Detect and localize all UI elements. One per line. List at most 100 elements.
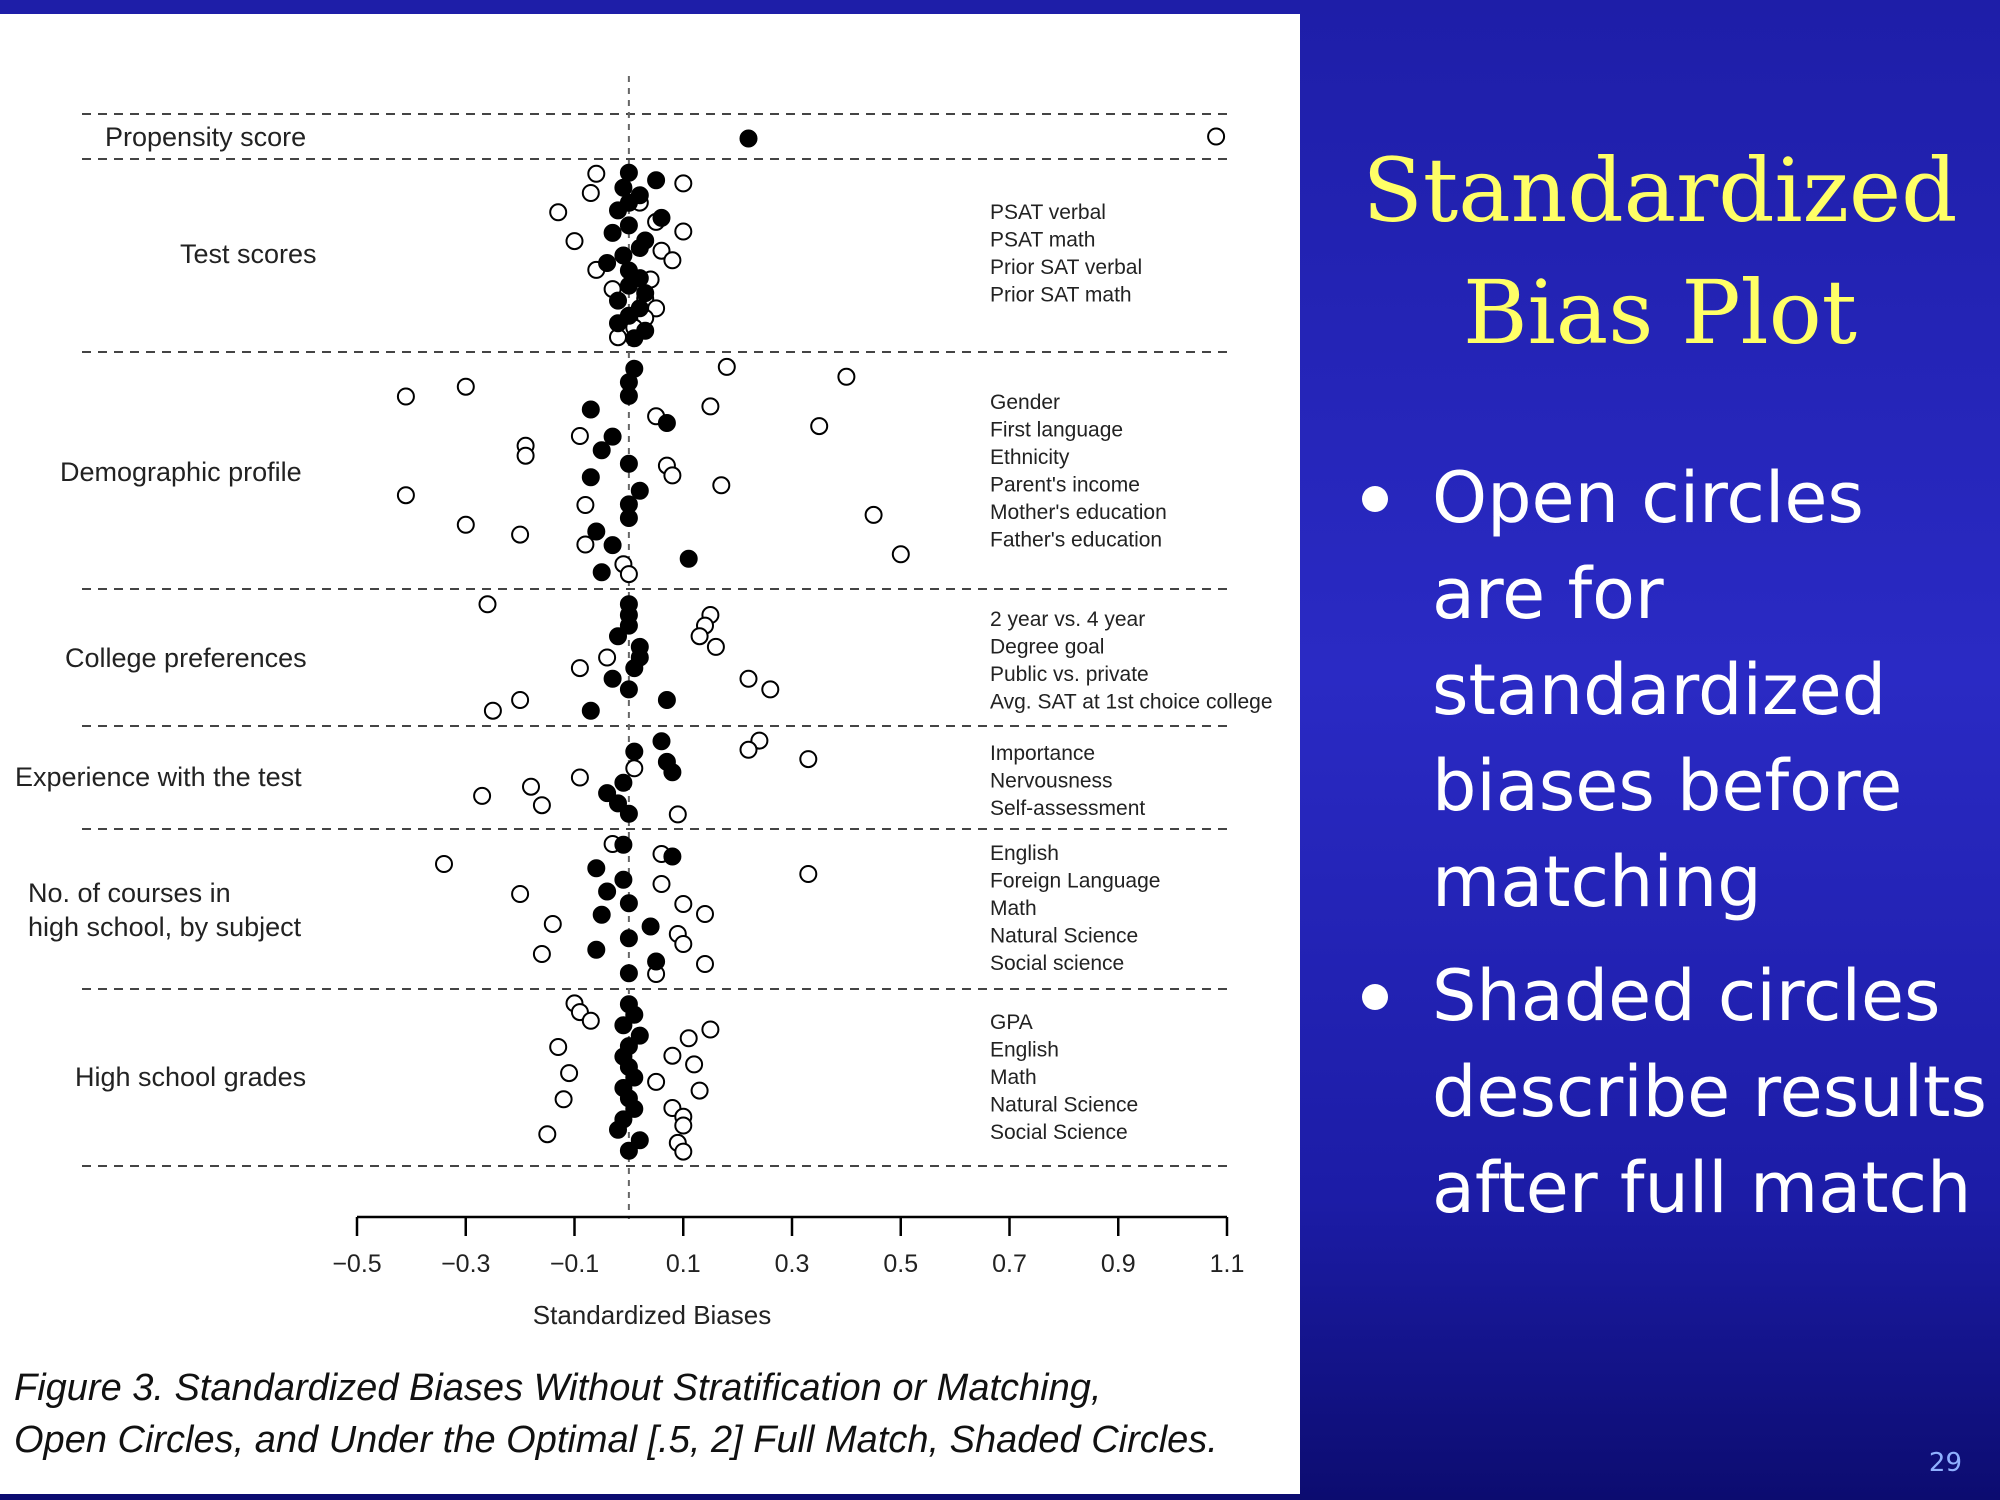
shaded-point-5-1: [663, 847, 682, 866]
open-point-4-8: [668, 805, 687, 824]
shaded-point-5-9: [587, 940, 606, 959]
open-point-4-7: [532, 796, 551, 815]
shaded-point-5-8: [619, 929, 638, 948]
shaded-point-6-2: [614, 1016, 633, 1035]
x-tick-label-1: −0.3: [441, 1250, 490, 1278]
slide-title-line-2: Bias Plot: [1462, 261, 1858, 364]
shaded-point-5-5: [619, 894, 638, 913]
open-point-3-6: [570, 659, 589, 678]
open-point-3-10: [483, 701, 502, 720]
open-point-2-13: [396, 486, 415, 505]
bullet-open-circles: Open circles are for standardized biases…: [1350, 450, 1990, 930]
covariate-label-3-0: 2 year vs. 4 year: [990, 608, 1145, 631]
open-point-4-1: [739, 740, 758, 759]
x-tick-label-0: −0.5: [332, 1250, 381, 1278]
open-point-2-19: [891, 545, 910, 564]
shaded-point-2-4: [657, 414, 676, 432]
covariate-label-4-0: Importance: [990, 742, 1095, 765]
open-point-2-21: [619, 565, 638, 584]
shaded-point-5-3: [614, 870, 633, 889]
covariate-label-2-2: Ethnicity: [990, 446, 1070, 469]
open-point-1-2: [581, 184, 600, 202]
open-point-2-1: [837, 367, 856, 386]
caption-line-2: Open Circles, and Under the Optimal [.5,…: [14, 1419, 1218, 1461]
open-point-6-9: [647, 1072, 666, 1091]
shaded-point-1-17: [609, 291, 627, 310]
shaded-point-1-20: [609, 314, 627, 333]
shaded-point-6-10: [625, 1099, 644, 1118]
open-point-6-11: [554, 1090, 573, 1109]
open-point-6-14: [674, 1116, 693, 1135]
shaded-point-4-7: [619, 804, 638, 823]
open-point-6-6: [663, 1046, 682, 1065]
shaded-point-3-2: [619, 616, 638, 635]
open-point-2-6: [810, 417, 829, 436]
shaded-point-2-12: [587, 522, 606, 541]
open-point-5-11: [532, 945, 551, 963]
open-point-3-8: [761, 680, 780, 699]
open-point-2-16: [456, 515, 475, 534]
shaded-point-1-1: [647, 171, 666, 190]
open-point-2-17: [511, 525, 530, 544]
shaded-point-4-4: [614, 773, 633, 792]
shaded-point-5-11: [619, 964, 638, 983]
covariate-label-4-1: Nervousness: [990, 770, 1113, 793]
open-point-1-0: [587, 164, 606, 183]
standardized-bias-plot: Propensity score Test scores Demographic p…: [15, 76, 1273, 1330]
shaded-point-0-0: [739, 129, 758, 148]
shaded-point-1-0: [619, 163, 638, 182]
bullet-shaded-circles: Shaded circles describe results after fu…: [1350, 948, 1990, 1236]
open-point-5-5: [511, 885, 530, 903]
shaded-point-2-15: [592, 563, 611, 582]
open-point-1-7: [565, 232, 584, 251]
covariate-label-2-0: Gender: [990, 391, 1060, 414]
open-point-3-0: [478, 595, 497, 614]
x-tick-label-7: 0.9: [1101, 1250, 1136, 1278]
open-point-3-4: [706, 637, 725, 656]
open-point-5-12: [696, 955, 714, 973]
shaded-point-6-1: [625, 1005, 644, 1024]
open-point-6-2: [581, 1011, 600, 1030]
open-point-5-3: [799, 865, 818, 883]
open-point-4-6: [473, 786, 492, 805]
shaded-point-2-9: [630, 481, 649, 500]
shaded-point-6-7: [625, 1068, 644, 1087]
open-point-4-2: [799, 750, 818, 769]
shaded-point-2-5: [603, 427, 622, 446]
open-point-2-12: [712, 476, 731, 495]
shaded-point-5-6: [592, 905, 611, 924]
x-tick-label-6: 0.7: [992, 1250, 1027, 1278]
covariate-label-1-0: PSAT verbal: [990, 201, 1106, 224]
shaded-point-6-13: [630, 1131, 649, 1150]
open-point-6-17: [674, 1142, 693, 1161]
shaded-point-2-8: [581, 468, 600, 487]
shaded-point-1-10: [630, 239, 649, 257]
group-label-5-line-2: high school, by subject: [28, 912, 302, 942]
shaded-point-3-9: [657, 691, 676, 709]
x-tick-label-3: 0.1: [666, 1250, 701, 1278]
shaded-point-4-0: [652, 732, 671, 751]
open-point-2-2: [456, 377, 475, 396]
covariate-label-5-0: English: [990, 842, 1059, 865]
open-point-5-6: [674, 895, 693, 913]
open-point-2-3: [396, 387, 415, 406]
open-point-1-6: [674, 222, 693, 241]
open-point-0-0: [1207, 127, 1226, 146]
covariate-label-3-3: Avg. SAT at 1st choice college: [990, 691, 1273, 714]
shaded-point-5-7: [641, 917, 660, 936]
shaded-point-5-0: [614, 835, 633, 854]
covariate-label-6-1: English: [990, 1039, 1059, 1062]
shaded-point-6-14: [619, 1141, 638, 1160]
shaded-point-5-10: [647, 952, 666, 971]
open-point-2-0: [717, 357, 736, 376]
open-point-3-9: [511, 691, 530, 709]
shaded-point-4-1: [625, 742, 644, 761]
open-point-6-4: [679, 1029, 698, 1048]
group-label-2: Demographic profile: [60, 457, 302, 487]
open-point-2-18: [576, 535, 595, 554]
shaded-point-1-22: [625, 329, 644, 348]
x-tick-label-4: 0.3: [775, 1250, 810, 1278]
shaded-point-1-12: [598, 254, 617, 272]
shaded-point-1-7: [619, 216, 638, 235]
open-point-2-15: [864, 505, 883, 524]
